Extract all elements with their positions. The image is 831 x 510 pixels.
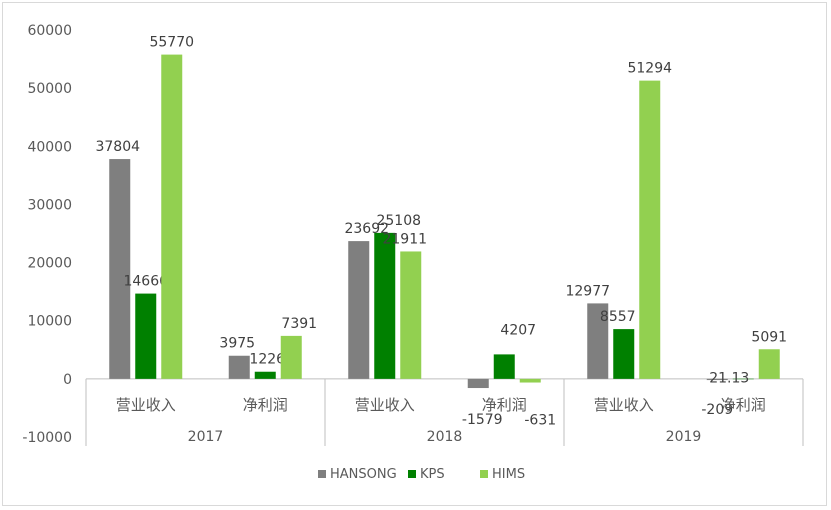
data-label: 21911 xyxy=(382,231,427,247)
bar-kps xyxy=(254,371,276,379)
category-label: 营业收入 xyxy=(355,396,415,414)
bar-hansong xyxy=(587,303,609,379)
bar-kps xyxy=(135,293,157,379)
y-tick-label: 60000 xyxy=(27,23,72,39)
legend-swatch-kps xyxy=(408,470,416,478)
bar-kps xyxy=(732,378,754,380)
data-label: 12977 xyxy=(565,283,610,299)
category-label: 净利润 xyxy=(243,396,288,414)
bar-hansong xyxy=(706,378,728,381)
data-label: 55770 xyxy=(149,35,194,51)
legend-swatch-hansong xyxy=(318,470,326,478)
data-label: 8557 xyxy=(600,309,636,325)
data-label: 3975 xyxy=(219,336,255,352)
y-tick-label: 40000 xyxy=(27,139,72,155)
category-label: 净利润 xyxy=(482,396,527,414)
data-label: -631 xyxy=(524,413,556,429)
bar-kps xyxy=(493,354,515,379)
category-label: 营业收入 xyxy=(594,396,654,414)
bar-hansong xyxy=(348,241,370,379)
bar-hims xyxy=(519,378,541,383)
y-tick-label: 50000 xyxy=(27,81,72,97)
bar-hansong xyxy=(467,378,489,389)
group-label: 2017 xyxy=(188,429,224,445)
bar-hims xyxy=(400,251,422,379)
data-label: 7391 xyxy=(281,316,317,332)
data-label: 37804 xyxy=(95,139,140,155)
data-label: 51294 xyxy=(627,61,672,77)
data-label: 4207 xyxy=(500,322,536,338)
group-label: 2018 xyxy=(427,429,463,445)
data-label: 14666 xyxy=(123,274,168,290)
bar-hansong xyxy=(228,355,250,379)
category-label: 净利润 xyxy=(721,396,766,414)
legend-label-hims: HIMS xyxy=(492,467,525,482)
legend-label-hansong: HANSONG xyxy=(330,467,397,482)
data-label: 21.13 xyxy=(709,371,749,387)
data-label: 25108 xyxy=(376,213,421,229)
y-tick-label: 10000 xyxy=(27,314,72,330)
legend-label-kps: KPS xyxy=(420,467,445,482)
bar-kps xyxy=(613,329,635,379)
bar-hims xyxy=(280,335,302,379)
y-tick-label: -10000 xyxy=(22,430,72,446)
bar-hansong xyxy=(109,159,131,379)
data-label: 5091 xyxy=(751,329,787,345)
group-label: 2019 xyxy=(666,429,702,445)
bar-hims xyxy=(758,349,780,379)
bar-kps xyxy=(374,232,396,379)
legend-swatch-hims xyxy=(480,470,488,478)
bar-hims xyxy=(639,80,661,379)
category-label: 营业收入 xyxy=(116,396,176,414)
y-tick-label: 30000 xyxy=(27,197,72,213)
y-tick-label: 20000 xyxy=(27,256,72,272)
data-label: -1579 xyxy=(462,412,503,428)
data-label: -209 xyxy=(701,402,733,418)
bar-hims xyxy=(161,54,183,379)
y-tick-label: 0 xyxy=(63,372,72,388)
data-label: 1226 xyxy=(249,352,285,368)
